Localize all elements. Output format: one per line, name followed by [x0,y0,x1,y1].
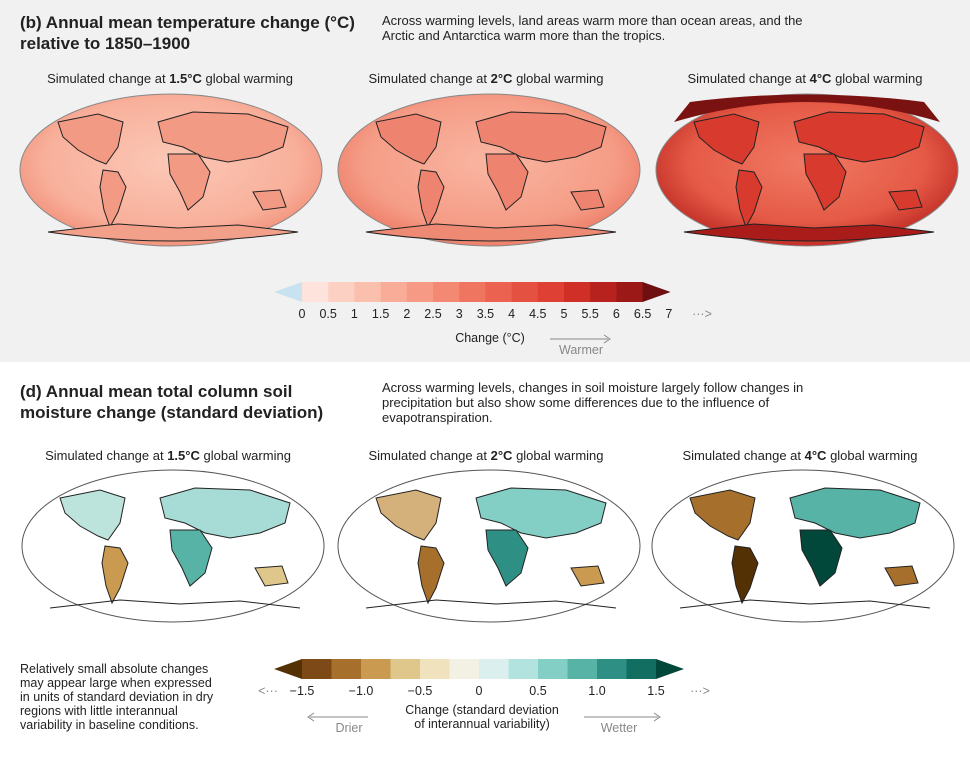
temp-tick-label: 5 [560,307,568,321]
soil-title-line2: moisture change (standard deviation) [20,403,324,422]
temp-tick-label: 2.5 [424,307,442,321]
temp-map-label-2: Simulated change at 2°C global warming [368,71,604,86]
wetter-label: Wetter [600,721,638,735]
soil-tick-label: −1.0 [348,684,374,698]
temp-cbar-cell [433,282,460,302]
temperature-description: Across warming levels, land areas warm m… [382,13,803,43]
temp-map-4c [655,93,959,247]
temp-cbar-cell [616,282,644,302]
soil-cbar-cell [479,659,509,679]
soil-cbar-cell [567,659,598,679]
temp-tick-label: 0 [298,307,306,321]
temperature-title-line1: (b) Annual mean temperature change (°C) [20,13,355,32]
soil-cbar-cell [538,659,568,679]
soil-tick-label: −1.5 [289,684,315,698]
soil-map-1.5c [21,469,325,623]
temp-tick-label: 1 [350,307,358,321]
soil-description: Across warming levels, changes in soil m… [382,380,803,425]
temperature-colorbar [274,282,671,302]
temp-map-1.5c [19,93,323,247]
soil-map-2c [337,469,641,623]
temp-cbar-under-triangle [274,282,302,302]
soil-cbar-cell [390,659,421,679]
temp-cbar-cell [485,282,513,302]
temp-tick-label: 2 [403,307,411,321]
temp-map-2c [337,93,641,247]
temp-tick-label: 6.5 [633,307,652,321]
temp-cbar-over-triangle [642,282,671,302]
temp-tick-label: 6 [612,307,620,321]
soil-cbar-cell [302,659,332,679]
temp-tick-label: 0.5 [319,307,337,321]
temp-cbar-cell [380,282,408,302]
soil-cbar-cell [626,659,657,679]
temp-tick-label: 3.5 [476,307,495,321]
soil-cbar-cell [420,659,450,679]
temp-cbar-cell [354,282,382,302]
soil-map-4c [651,469,955,623]
temp-tick-label: 3 [455,307,463,321]
warmer-arrow-icon [550,334,611,344]
temp-tick-label: 1.5 [371,307,390,321]
drier-arrow-icon [307,712,368,722]
soil-cbar-cell [361,659,391,679]
soil-desc-line1: Across warming levels, changes in soil m… [382,380,804,395]
soil-colorbar-label: Change (standard deviation of interannua… [405,703,559,731]
drier-label: Drier [335,721,363,735]
temp-map-label-1: Simulated change at 1.5°C global warming [47,71,293,86]
soil-tick-label: 0.5 [529,684,547,698]
soil-less-arrow: <··· [258,684,278,698]
soil-map-label-2: Simulated change at 2°C global warming [368,448,604,463]
soil-cbar-cell [331,659,362,679]
temperature-desc-line1: Across warming levels, land areas warm m… [382,13,803,28]
wetter-arrow-icon [584,712,661,722]
temp-tick-label: 4 [508,307,516,321]
temperature-title-line2: relative to 1850–1900 [20,34,191,53]
soil-cbar-cell [508,659,539,679]
soil-colorbar [274,659,684,679]
soil-title: (d) Annual mean total column soil moistu… [20,381,323,423]
soil-cbar-cell [449,659,480,679]
temp-tick-label: 4.5 [529,307,547,321]
soil-title-line1: (d) Annual mean total column soil [20,382,293,401]
soil-cbar-over-triangle [656,659,684,679]
temperature-desc-line2: Arctic and Antarctica warm more than the… [382,28,666,43]
soil-tick-label: 1.5 [647,684,665,698]
temp-map-label-3: Simulated change at 4°C global warming [687,71,923,86]
soil-note: Relatively small absolute changes may ap… [20,662,214,732]
soil-map-label-3: Simulated change at 4°C global warming [682,448,918,463]
temp-tick-label: 7 [665,307,673,321]
temp-more-arrow: ···> [692,307,712,321]
soil-tick-label: 1.0 [588,684,606,698]
temp-cbar-cell [302,282,329,302]
soil-tick-label: −0.5 [407,684,433,698]
warmer-label: Warmer [559,343,603,357]
soil-desc-line3: evapotranspiration. [382,410,493,425]
temp-cbar-cell [459,282,486,302]
soil-tick-label: 0 [475,684,483,698]
soil-cbar-under-triangle [274,659,302,679]
temp-cbar-cell [564,282,591,302]
temp-cbar-cell [328,282,355,302]
temperature-title: (b) Annual mean temperature change (°C) … [20,12,355,54]
temp-cbar-cell [511,282,539,302]
temp-cbar-cell [406,282,434,302]
temp-cbar-cell [537,282,565,302]
temp-tick-label: 5.5 [581,307,599,321]
soil-desc-line2: precipitation but also show some differe… [382,395,770,410]
temp-cbar-cell [590,282,617,302]
soil-map-label-1: Simulated change at 1.5°C global warming [45,448,291,463]
soil-cbar-cell [597,659,627,679]
temperature-colorbar-label: Change (°C) [455,331,525,345]
soil-more-arrow: ···> [690,684,710,698]
